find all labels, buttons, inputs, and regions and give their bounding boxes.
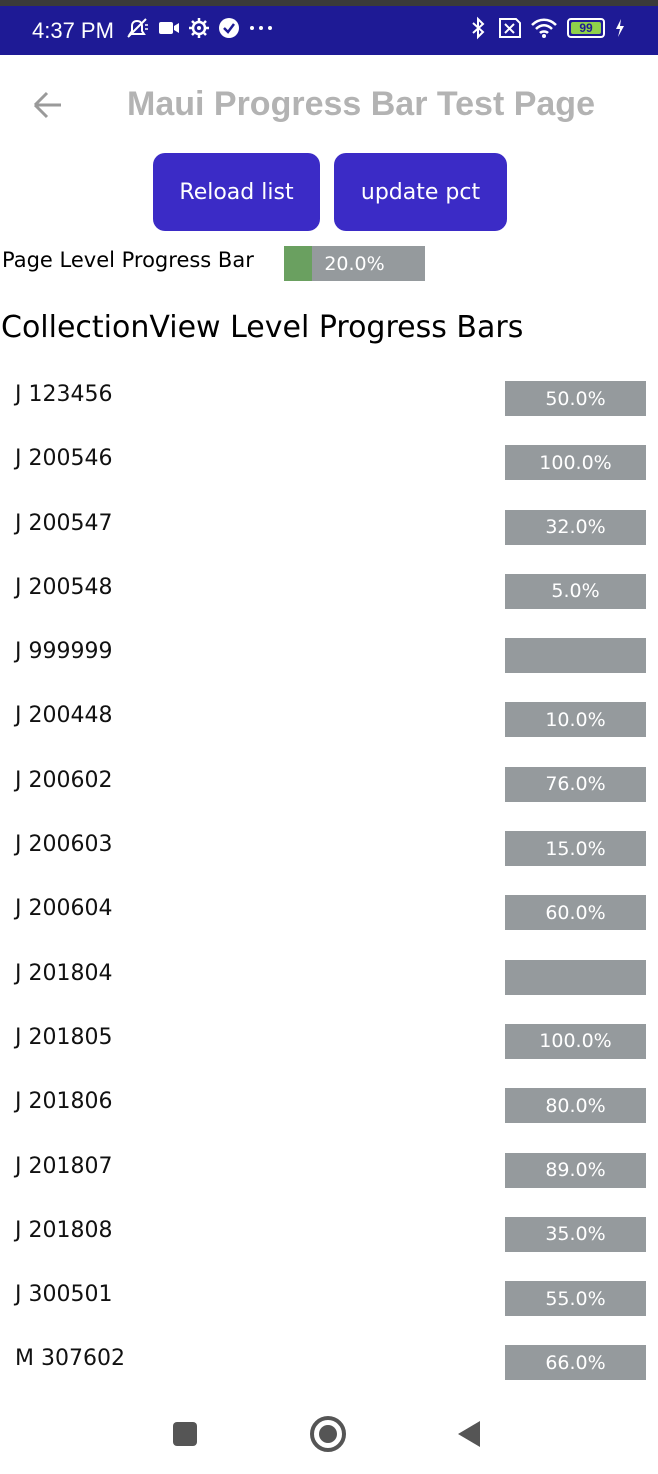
list-item: J 201804	[0, 945, 658, 1009]
item-progress-bar: 55.0%	[505, 1281, 646, 1317]
item-label: J 200604	[15, 896, 113, 922]
item-label: J 201808	[15, 1217, 113, 1243]
video-camera-icon	[158, 19, 180, 37]
item-label: J 300501	[15, 1282, 113, 1308]
status-bar: 4:37 PM 99	[0, 6, 658, 55]
status-icons-right: 99	[470, 16, 626, 40]
list-item: J 123456 50.0%	[0, 366, 658, 430]
list-item: J 201806 80.0%	[0, 1073, 658, 1137]
item-progress-bar: 80.0%	[505, 1088, 646, 1124]
item-progress-bar: 60.0%	[505, 895, 646, 931]
item-progress-text: 5.0%	[551, 580, 600, 603]
list-item: J 200546 100.0%	[0, 430, 658, 494]
item-progress-bar: 50.0%	[505, 381, 646, 416]
back-triangle-icon	[458, 1421, 480, 1447]
no-sim-icon	[495, 17, 521, 39]
app-bar: Maui Progress Bar Test Page	[0, 55, 658, 155]
item-progress-text: 55.0%	[545, 1287, 606, 1310]
item-progress-bar: 15.0%	[505, 831, 646, 867]
item-progress-text: 35.0%	[545, 1223, 606, 1246]
page-title: Maui Progress Bar Test Page	[127, 85, 595, 123]
item-progress-text: 10.0%	[545, 708, 606, 731]
item-progress-text: 60.0%	[545, 901, 606, 924]
item-progress-bar: 66.0%	[505, 1345, 646, 1381]
arrow-left-icon	[33, 91, 61, 119]
item-label: J 201806	[15, 1089, 113, 1115]
muted-notification-icon	[124, 16, 150, 40]
list-item: J 201805 100.0%	[0, 1009, 658, 1073]
status-time: 4:37 PM	[32, 18, 114, 43]
list-item: J 201807 89.0%	[0, 1138, 658, 1202]
item-progress-text	[505, 960, 646, 995]
item-label: J 123456	[15, 382, 113, 407]
item-label: J 201805	[15, 1024, 113, 1050]
page-progress-text: 20.0%	[324, 252, 385, 275]
item-label: J 200547	[15, 510, 113, 536]
charging-bolt-icon	[614, 18, 626, 38]
status-bar-top-edge	[0, 0, 658, 6]
navigation-bar	[0, 1394, 658, 1474]
update-pct-button[interactable]: update pct	[334, 153, 507, 231]
item-progress-text: 32.0%	[545, 516, 606, 539]
list-item: J 200448 10.0%	[0, 687, 658, 751]
page-progress-label: Page Level Progress Bar	[2, 248, 254, 272]
list-item: J 200604 60.0%	[0, 880, 658, 944]
item-label: J 200603	[15, 832, 113, 858]
list-item: J 200547 32.0%	[0, 495, 658, 559]
list-item: J 200602 76.0%	[0, 752, 658, 816]
item-progress-bar: 100.0%	[505, 1023, 646, 1059]
item-progress-text: 80.0%	[545, 1094, 606, 1117]
item-label: J 201804	[15, 960, 113, 986]
recents-square-icon	[173, 1422, 197, 1446]
item-progress-bar: 35.0%	[505, 1216, 646, 1252]
battery-level: 99	[579, 21, 593, 35]
item-progress-bar: 32.0%	[505, 509, 646, 545]
list-item: J 999999	[0, 623, 658, 687]
bluetooth-icon	[470, 16, 486, 40]
list-item: M 307602 66.0%	[0, 1330, 658, 1394]
item-label: J 200546	[15, 446, 113, 472]
item-progress-bar: 89.0%	[505, 1152, 646, 1188]
battery-icon: 99	[567, 18, 605, 38]
page-progress-bar: 20.0%	[284, 246, 425, 281]
item-progress-text	[505, 638, 646, 673]
list-item: J 201808 35.0%	[0, 1202, 658, 1266]
back-button[interactable]	[28, 85, 68, 125]
home-circle-icon	[310, 1416, 346, 1452]
list-item: J 200548 5.0%	[0, 559, 658, 623]
home-button[interactable]	[306, 1412, 350, 1456]
item-label: J 200602	[15, 767, 113, 793]
item-label: J 200548	[15, 574, 113, 600]
item-progress-bar	[505, 959, 646, 995]
section-title: CollectionView Level Progress Bars	[1, 310, 524, 345]
back-nav-button[interactable]	[447, 1412, 491, 1456]
item-progress-text: 76.0%	[545, 773, 606, 796]
settings-gear-icon	[188, 17, 210, 39]
item-progress-text: 15.0%	[545, 837, 606, 860]
item-progress-bar: 10.0%	[505, 702, 646, 738]
item-progress-text: 100.0%	[539, 451, 612, 474]
list-item: J 200603 15.0%	[0, 816, 658, 880]
item-label: J 200448	[15, 703, 113, 729]
item-progress-bar: 76.0%	[505, 766, 646, 802]
item-progress-text: 100.0%	[539, 1030, 612, 1053]
item-progress-bar: 100.0%	[505, 445, 646, 481]
item-label: J 201807	[15, 1153, 113, 1179]
collection-view[interactable]: J 123456 50.0% J 200546 100.0% J 200547 …	[0, 366, 658, 1395]
item-progress-bar	[505, 638, 646, 674]
wifi-icon	[530, 17, 558, 39]
check-circle-icon	[218, 17, 240, 39]
page-progress-fill	[284, 246, 313, 281]
item-progress-text: 50.0%	[545, 387, 606, 410]
item-progress-bar: 5.0%	[505, 573, 646, 609]
reload-list-button[interactable]: Reload list	[153, 153, 320, 231]
item-progress-text: 89.0%	[545, 1159, 606, 1182]
status-icons-left	[124, 16, 274, 40]
item-progress-text: 66.0%	[545, 1351, 606, 1374]
recents-button[interactable]	[163, 1412, 207, 1456]
more-dots-icon	[248, 24, 274, 32]
list-item: J 300501 55.0%	[0, 1266, 658, 1330]
item-label: M 307602	[15, 1346, 125, 1372]
item-label: J 999999	[15, 639, 113, 665]
